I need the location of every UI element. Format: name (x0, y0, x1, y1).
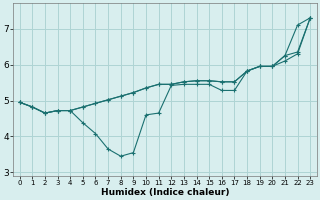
X-axis label: Humidex (Indice chaleur): Humidex (Indice chaleur) (101, 188, 229, 197)
